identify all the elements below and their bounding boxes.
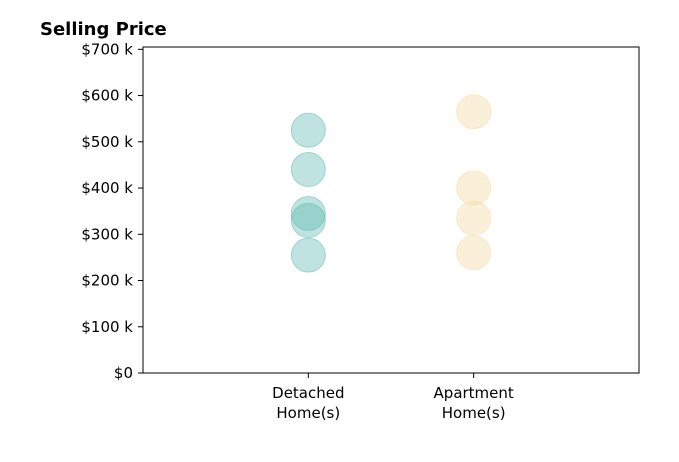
data-point [290,202,326,238]
data-points [290,94,492,273]
x-axis: Detached Home(s) Apartment Home(s) [272,373,514,422]
data-point [456,94,492,130]
data-point [290,112,326,148]
data-point [456,200,492,236]
x-tick-label: Detached Home(s) [272,384,344,422]
y-axis: $0 $100 k $200 k $300 k $400 k $500 k $600 k $7… [81,40,143,382]
y-tick-label: $200 k [81,272,133,290]
y-tick-label: $500 k [81,133,133,151]
y-tick-label: $100 k [81,318,133,336]
data-point [290,195,326,231]
y-tick-label: $600 k [81,87,133,105]
data-point [290,237,326,273]
data-point [290,152,326,188]
x-tick-label: Apartment Home(s) [434,384,514,422]
data-point [456,235,492,271]
data-point [456,170,492,206]
y-tick-label: $300 k [81,225,133,243]
y-tick-label: $700 k [81,40,133,58]
y-tick-label: $400 k [81,179,133,197]
chart-title: Selling Price [40,19,167,40]
y-tick-label: $0 [114,364,133,382]
plot-area-frame [142,46,640,374]
